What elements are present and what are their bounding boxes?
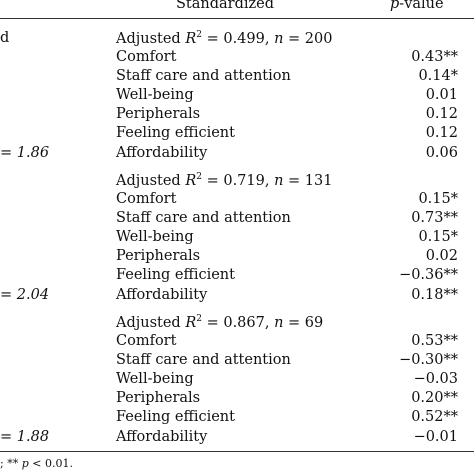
row-value: −0.36** <box>399 267 458 283</box>
row-label: Affordability <box>116 429 208 445</box>
row-value: 0.06 <box>425 145 458 161</box>
n-symbol: n <box>274 172 284 189</box>
row-value: 0.43** <box>411 49 458 65</box>
header-p-italic: p <box>390 0 400 12</box>
row-value: 0.02 <box>425 248 458 264</box>
row-value: −0.30** <box>399 352 458 368</box>
r-superscript: 2 <box>196 30 202 40</box>
row-value: −0.01 <box>413 429 458 445</box>
row-value: −0.03 <box>413 371 458 387</box>
row-label: Comfort <box>116 333 177 349</box>
r-symbol: R <box>185 30 197 47</box>
footnote-suffix: < 0.01. <box>28 457 73 470</box>
n-symbol: n <box>274 30 284 47</box>
n-symbol: n <box>274 314 284 331</box>
row-label: Comfort <box>116 191 177 207</box>
header-p-suffix: -value <box>399 0 444 12</box>
row-label: Well-being <box>116 87 194 103</box>
row-value: 0.15* <box>418 191 458 207</box>
adjusted-r2-block1: Adjusted R2 = 0.499, n = 200 <box>116 30 332 47</box>
row-label: Affordability <box>116 145 208 161</box>
row-label: Comfort <box>116 49 177 65</box>
row-label: Peripherals <box>116 106 201 122</box>
header-p-value: p-value <box>390 0 444 12</box>
bottom-rule <box>0 451 474 452</box>
adjusted-suffix: = 131 <box>283 172 333 189</box>
r-superscript: 2 <box>196 314 202 324</box>
adjusted-prefix: Adjusted <box>116 314 186 331</box>
row-label: Staff care and attention <box>116 68 291 84</box>
footnote-prefix: ; ** <box>0 457 22 470</box>
row-label: Feeling efficient <box>116 125 235 141</box>
header-standardized: Standardized <box>176 0 275 12</box>
adjusted-r2-block2: Adjusted R2 = 0.719, n = 131 <box>116 172 332 189</box>
adjusted-prefix: Adjusted <box>116 172 186 189</box>
row-value: 0.52** <box>411 409 458 425</box>
row-value: 0.20** <box>411 390 458 406</box>
r-superscript: 2 <box>196 172 202 182</box>
adjusted-suffix: = 69 <box>283 314 324 331</box>
footnote-p: p <box>21 457 29 470</box>
row-value: 0.12 <box>425 125 458 141</box>
row-label: Well-being <box>116 371 194 387</box>
row-value: 0.18** <box>411 287 458 303</box>
left-fragment-block1: = 1.86 <box>0 145 50 161</box>
row-label: Peripherals <box>116 390 201 406</box>
row-label: Staff care and attention <box>116 352 291 368</box>
left-fragment-block2: = 2.04 <box>0 287 50 303</box>
row-label: Well-being <box>116 229 194 245</box>
row-value: 0.01 <box>425 87 458 103</box>
row-value: 0.12 <box>425 106 458 122</box>
adjusted-mid: = 0.867, <box>201 314 275 331</box>
adjusted-suffix: = 200 <box>283 30 333 47</box>
row-value: 0.14* <box>418 68 458 84</box>
left-fragment-block3: = 1.88 <box>0 429 50 445</box>
row-label: Peripherals <box>116 248 201 264</box>
row-label: Feeling efficient <box>116 409 235 425</box>
row-label: Affordability <box>116 287 208 303</box>
r-symbol: R <box>185 314 197 331</box>
adjusted-prefix: Adjusted <box>116 30 186 47</box>
row-label: Feeling efficient <box>116 267 235 283</box>
r-symbol: R <box>185 172 197 189</box>
adjusted-mid: = 0.719, <box>201 172 275 189</box>
row-label: Staff care and attention <box>116 210 291 226</box>
footnote: ; ** p < 0.01. <box>0 457 73 470</box>
header-rule <box>0 18 474 19</box>
adjusted-mid: = 0.499, <box>201 30 275 47</box>
left-fragment-top: d <box>0 30 10 46</box>
adjusted-r2-block3: Adjusted R2 = 0.867, n = 69 <box>116 314 323 331</box>
row-value: 0.73** <box>411 210 458 226</box>
row-value: 0.53** <box>411 333 458 349</box>
row-value: 0.15* <box>418 229 458 245</box>
